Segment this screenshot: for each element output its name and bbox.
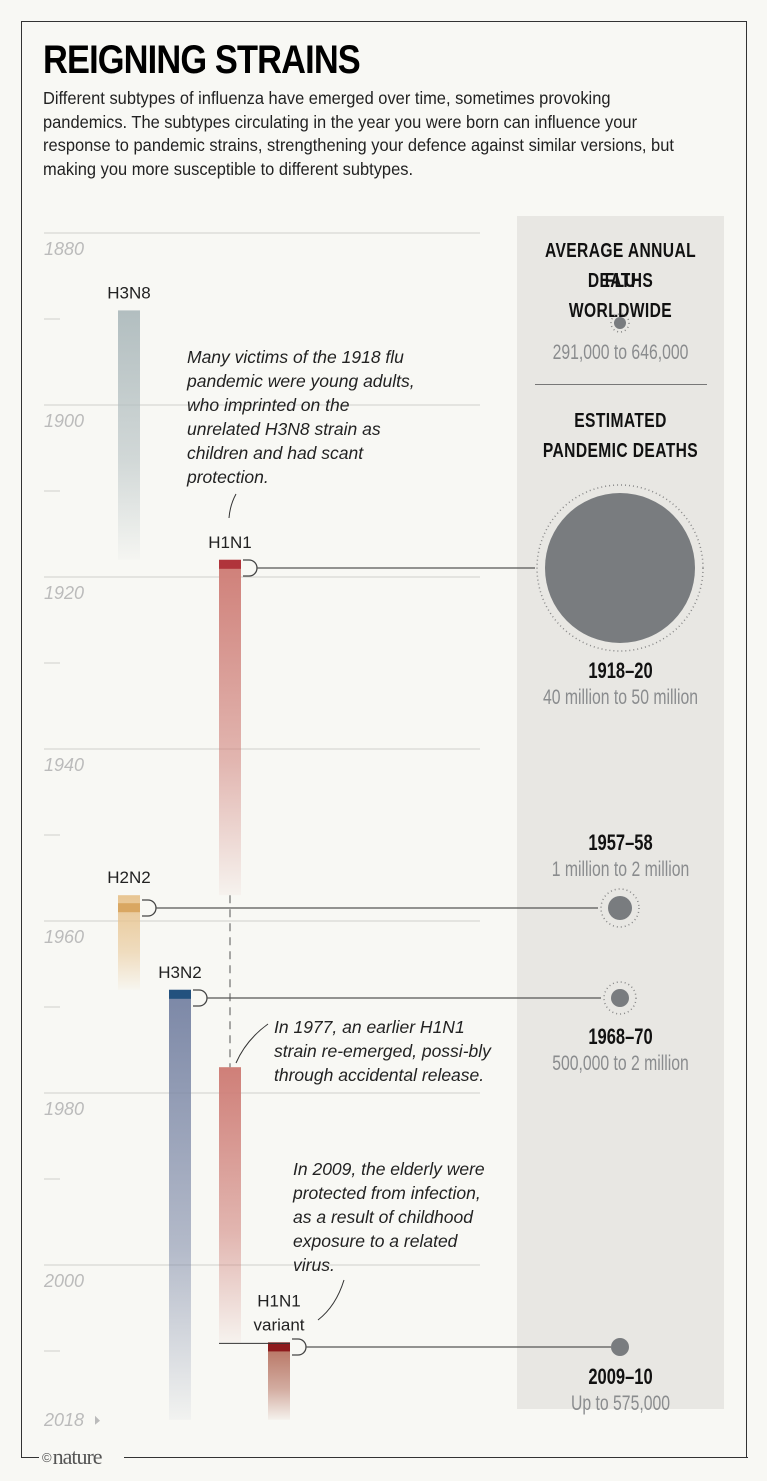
axis-label-1900: 1900 (44, 411, 84, 431)
annual-deaths-bubble (614, 317, 626, 329)
strain-bar-h3n8 (118, 310, 140, 560)
annual-heading-line2: DEATHS WORLDWIDE (568, 270, 673, 322)
intro-text: Different subtypes of influenza have eme… (43, 88, 674, 179)
strain-label-h3n8: H3N8 (107, 283, 150, 302)
pandemic-marker-h2n2 (118, 903, 140, 913)
range-outline-1968–70 (603, 981, 637, 1015)
pandemic-deaths-1918: 40 million to 50 million (543, 686, 698, 709)
strain-bar-h2n2 (118, 895, 140, 990)
deaths-bubble-2009–10 (611, 1338, 629, 1356)
axis-label-1880: 1880 (44, 239, 84, 259)
strain-label-variant-line1: H1N1 (257, 1291, 300, 1310)
strain-label-variant-line2: variant (253, 1315, 304, 1334)
pandemic-marker-h3n2 (169, 989, 191, 999)
strain-label-h3n2: H3N2 (158, 963, 201, 982)
pandemic-marker-h1n1 (219, 559, 241, 569)
deaths-bubble-1968–70 (611, 989, 629, 1007)
bracket-2009–10 (292, 1338, 307, 1356)
annotation-2009: In 2009, the elderly were protected from… (293, 1159, 485, 1275)
sidebar-divider (535, 384, 707, 385)
axis-label-1920: 1920 (44, 583, 84, 603)
pandemic-deaths-1968: 500,000 to 2 million (552, 1052, 689, 1075)
bracket-1957–58 (142, 899, 157, 917)
leader-line-2009 (317, 1279, 345, 1321)
annotation-1918: Many victims of the 1918 flu pandemic we… (187, 347, 415, 487)
strain-bar-h1n1 (219, 559, 241, 896)
pandemic-years-1957: 1957–58 (588, 830, 653, 855)
nature-logo: ©nature (42, 1444, 103, 1470)
figure-frame (21, 21, 747, 1458)
pandemic-deaths-2009: Up to 575,000 (571, 1392, 670, 1415)
frame-bottom-right (124, 1457, 748, 1458)
leader-line-1977 (235, 1023, 269, 1064)
axis-label-2000: 2000 (43, 1271, 84, 1291)
pandemic-years-1968: 1968–70 (588, 1024, 653, 1049)
strain-bar-h1n1-variant (268, 1342, 290, 1420)
annotation-1977: In 1977, an earlier H1N1 strain re-emerg… (274, 1017, 491, 1085)
deaths-bubble-1918–20 (545, 493, 695, 643)
pandemic-heading-line1: ESTIMATED (574, 410, 667, 432)
bracket-1918–20 (243, 559, 258, 577)
axis-label-1960: 1960 (44, 927, 84, 947)
pandemic-marker-h1n1-variant (268, 1342, 290, 1352)
annual-heading-line1: AVERAGE ANNUAL FLU (544, 240, 697, 292)
pandemic-years-2009: 2009–10 (588, 1364, 653, 1389)
pandemic-heading-line2: PANDEMIC DEATHS (542, 440, 699, 462)
strain-bar-h1n1-re-emerged- (219, 1067, 241, 1343)
axis-label-1940: 1940 (44, 755, 84, 775)
pandemic-years-1918: 1918–20 (588, 658, 653, 683)
chart-title: REIGNING STRAINS (43, 38, 361, 82)
annual-range-outline (610, 313, 630, 333)
axis-end-arrow-icon (95, 1415, 100, 1425)
strain-bar-h3n2 (169, 989, 191, 1420)
axis-label-2018: 2018 (43, 1410, 84, 1430)
brand-name: nature (52, 1444, 103, 1469)
range-outline-1957–58 (600, 888, 640, 928)
strain-label-h2n2: H2N2 (107, 868, 150, 887)
frame-bottom-left (21, 1457, 39, 1458)
bracket-1968–70 (193, 989, 208, 1007)
deaths-bubble-1957–58 (608, 896, 632, 920)
range-outline-1918–20 (536, 484, 704, 652)
deaths-sidebar: AVERAGE ANNUAL FLU DEATHS WORLDWIDE 291,… (517, 216, 724, 1415)
annual-deaths-value: 291,000 to 646,000 (552, 341, 689, 364)
copyright-symbol: © (42, 1450, 52, 1465)
leader-line-1918 (228, 493, 237, 519)
axis-label-1980: 1980 (44, 1099, 84, 1119)
strain-label-h1n1: H1N1 (208, 533, 251, 552)
pandemic-deaths-1957: 1 million to 2 million (551, 858, 690, 881)
